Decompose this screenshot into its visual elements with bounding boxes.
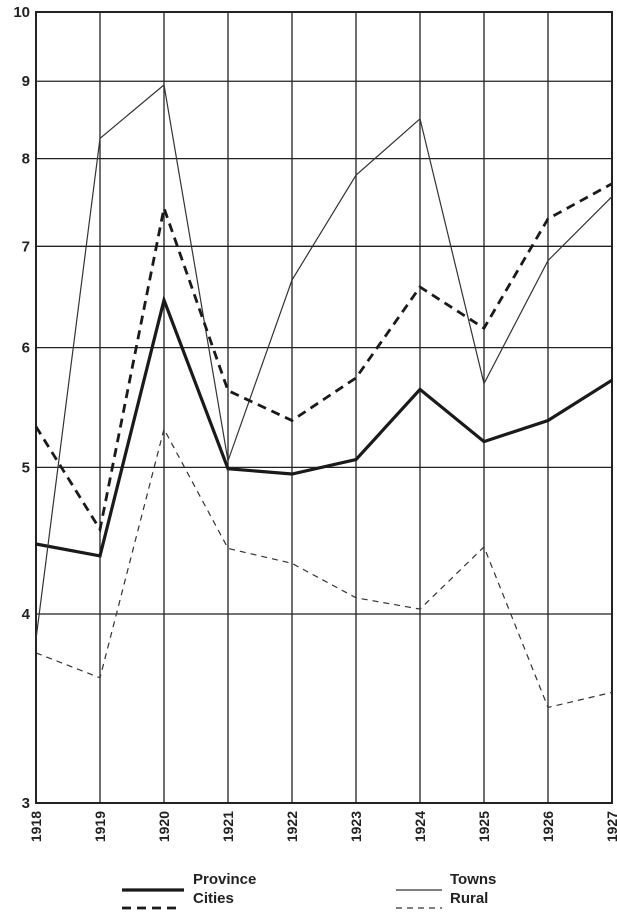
x-tick-label: 1923 bbox=[348, 811, 364, 842]
x-tick-label: 1926 bbox=[540, 811, 556, 842]
x-tick-label: 1919 bbox=[92, 811, 108, 842]
y-tick-label: 5 bbox=[22, 459, 30, 476]
x-axis-ticks: 1918 1919 1920 1921 1922 1923 1924 1925 1926 1927 bbox=[28, 811, 617, 842]
x-tick-label: 1924 bbox=[412, 811, 428, 842]
grid bbox=[35, 11, 613, 804]
series-lines bbox=[34, 83, 613, 709]
legend-label-cities: Cities bbox=[193, 890, 234, 907]
x-tick-label: 1925 bbox=[476, 811, 492, 842]
plot-frame bbox=[35, 11, 613, 804]
legend: Province Towns Cities Rural bbox=[122, 871, 496, 910]
y-tick-label: 7 bbox=[22, 238, 30, 255]
x-tick-label: 1920 bbox=[156, 811, 172, 842]
legend-label-rural: Rural bbox=[450, 890, 488, 907]
legend-label-towns: Towns bbox=[450, 871, 496, 888]
y-tick-label: 9 bbox=[22, 73, 30, 90]
x-tick-label: 1927 bbox=[604, 811, 617, 842]
x-tick-label: 1922 bbox=[284, 811, 300, 842]
x-tick-label: 1918 bbox=[28, 811, 44, 842]
series-line-rural bbox=[35, 427, 613, 709]
y-tick-label: 6 bbox=[22, 340, 30, 357]
series-line-province bbox=[35, 294, 613, 558]
y-tick-label: 3 bbox=[22, 795, 30, 812]
series-line-towns bbox=[35, 83, 613, 640]
y-axis-ticks: 3 4 5 6 7 8 9 10 bbox=[13, 4, 30, 812]
y-tick-label: 10 bbox=[13, 4, 30, 21]
y-tick-label: 4 bbox=[22, 606, 31, 623]
series-line-cities bbox=[34, 182, 613, 534]
legend-label-province: Province bbox=[193, 871, 256, 888]
x-tick-label: 1921 bbox=[220, 811, 236, 842]
y-tick-label: 8 bbox=[22, 151, 30, 168]
